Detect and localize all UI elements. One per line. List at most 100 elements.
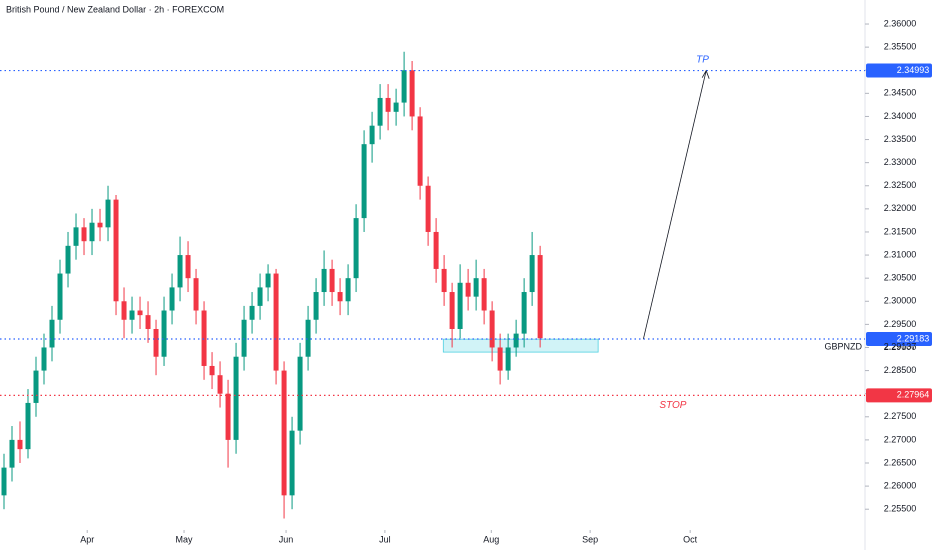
- candle-body: [329, 268, 335, 293]
- candle-body: [289, 430, 295, 496]
- symbol-name: GBPNZD: [824, 342, 862, 352]
- x-tick-label: May: [176, 534, 194, 544]
- candle-body: [153, 328, 159, 357]
- y-tick-label: 2.34000: [884, 111, 917, 121]
- candle-body: [417, 116, 423, 186]
- candle-body: [217, 375, 223, 394]
- y-tick-label: 2.33500: [884, 134, 917, 144]
- candle-body: [265, 273, 271, 288]
- candle-body: [121, 301, 127, 320]
- y-tick-label: 2.30000: [884, 296, 917, 306]
- x-tick-label: Aug: [483, 534, 499, 544]
- candle-body: [441, 268, 447, 293]
- x-tick-label: Jun: [279, 534, 294, 544]
- candle-body: [529, 255, 535, 293]
- candle-body: [137, 310, 143, 316]
- candle-body: [129, 310, 135, 320]
- candle-body: [353, 218, 359, 279]
- y-tick-label: 2.31000: [884, 249, 917, 259]
- price-label: 2.29183: [897, 333, 930, 343]
- candle-body: [9, 439, 15, 468]
- y-tick-label: 2.29000: [884, 342, 917, 352]
- candle-body: [105, 199, 111, 228]
- candle-body: [17, 439, 23, 450]
- candle-body: [177, 255, 183, 288]
- y-tick-label: 2.30500: [884, 273, 917, 283]
- candle-body: [33, 370, 39, 403]
- y-tick-label: 2.32500: [884, 180, 917, 190]
- zone: [442, 338, 599, 353]
- candle-body: [433, 231, 439, 269]
- candle-body: [409, 70, 415, 117]
- candle-body: [345, 278, 351, 302]
- candle-body: [313, 292, 319, 320]
- candle-body: [401, 70, 407, 103]
- candle-body: [89, 222, 95, 242]
- candle-body: [113, 199, 119, 302]
- candle-body: [297, 356, 303, 431]
- y-tick-label: 2.36000: [884, 18, 917, 28]
- candle-body: [481, 278, 487, 311]
- y-tick-label: 2.28500: [884, 365, 917, 375]
- y-tick-label: 2.27500: [884, 411, 917, 421]
- candle-body: [497, 347, 503, 371]
- y-tick-label: 2.32000: [884, 203, 917, 213]
- y-tick-label: 2.26500: [884, 457, 917, 467]
- candle-body: [81, 227, 87, 242]
- price-label-box: [866, 388, 932, 403]
- y-tick-label: 2.33000: [884, 157, 917, 167]
- candle-body: [49, 319, 55, 348]
- candle-body: [513, 333, 519, 348]
- candle-body: [473, 278, 479, 297]
- arrow-head: [701, 69, 710, 79]
- candle-body: [161, 310, 167, 357]
- chart-title: British Pound / New Zealand Dollar · 2h …: [6, 4, 224, 14]
- candle-body: [25, 402, 31, 450]
- candle-body: [337, 292, 343, 302]
- candle-body: [393, 102, 399, 112]
- candle-body: [361, 144, 367, 219]
- candle-body: [425, 185, 431, 232]
- candle-body: [1, 467, 7, 496]
- candle-body: [209, 365, 215, 376]
- y-tick-label: 2.27000: [884, 434, 917, 444]
- price-label: 2.27964: [897, 390, 930, 400]
- candle-body: [273, 273, 279, 371]
- candle-body: [65, 245, 71, 274]
- candle-body: [521, 292, 527, 334]
- candle-body: [281, 370, 287, 496]
- x-tick-label: Apr: [80, 534, 94, 544]
- candle-body: [369, 125, 375, 145]
- annotation: TP: [696, 55, 709, 66]
- candle-body: [465, 282, 471, 297]
- candle-body: [225, 393, 231, 440]
- x-tick-label: Sep: [582, 534, 598, 544]
- price-label: 2.34993: [897, 65, 930, 75]
- candle-body: [457, 282, 463, 329]
- candle-body: [505, 347, 511, 371]
- candle-body: [193, 278, 199, 311]
- candle-body: [73, 227, 79, 246]
- candle-body: [321, 268, 327, 293]
- candle-body: [257, 287, 263, 306]
- candle-body: [249, 305, 255, 320]
- candle-body: [305, 319, 311, 357]
- y-tick-label: 2.25500: [884, 504, 917, 514]
- y-tick-label: 2.35500: [884, 42, 917, 52]
- candle-body: [489, 310, 495, 348]
- x-tick-label: Oct: [683, 534, 698, 544]
- candle-body: [145, 315, 151, 329]
- price-label-box: [866, 63, 932, 78]
- candle-body: [41, 347, 47, 371]
- candle-body: [377, 97, 383, 126]
- candle-body: [57, 273, 63, 320]
- candle-body: [185, 255, 191, 279]
- candle-body: [233, 356, 239, 440]
- candle-body: [449, 292, 455, 329]
- y-tick-label: 2.29500: [884, 319, 917, 329]
- y-tick-label: 2.31500: [884, 226, 917, 236]
- price-label-box: [866, 332, 932, 347]
- candle-body: [201, 310, 207, 366]
